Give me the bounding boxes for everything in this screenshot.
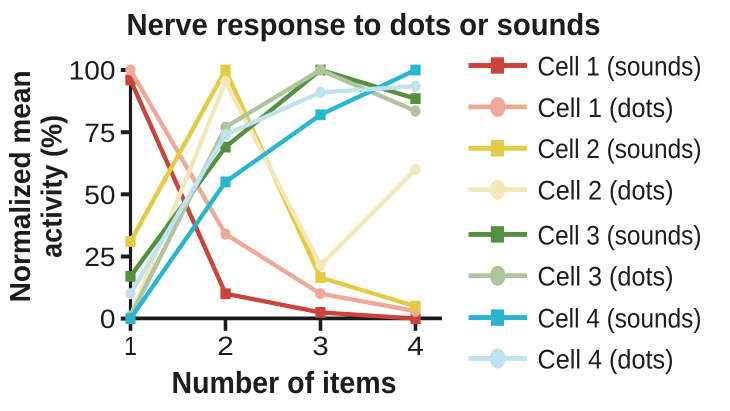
svg-text:50: 50 xyxy=(84,180,115,210)
svg-text:1: 1 xyxy=(124,331,137,361)
svg-text:Nerve response to dots or soun: Nerve response to dots or sounds xyxy=(127,8,601,42)
svg-text:Cell 3 (dots): Cell 3 (dots) xyxy=(538,262,674,292)
svg-text:Cell 1 (dots): Cell 1 (dots) xyxy=(538,93,674,123)
svg-text:Cell 4 (dots): Cell 4 (dots) xyxy=(538,344,674,374)
svg-text:Cell 3 (sounds): Cell 3 (sounds) xyxy=(538,220,702,250)
svg-text:Number of items: Number of items xyxy=(172,366,397,400)
svg-text:2: 2 xyxy=(217,331,234,361)
svg-text:4: 4 xyxy=(407,331,424,361)
svg-text:Normalized mean: Normalized mean xyxy=(5,70,37,302)
svg-text:Cell 4 (sounds): Cell 4 (sounds) xyxy=(538,304,702,334)
svg-text:25: 25 xyxy=(84,242,115,272)
svg-text:Cell 1 (sounds): Cell 1 (sounds) xyxy=(538,51,702,81)
svg-text:Cell 2 (dots): Cell 2 (dots) xyxy=(538,176,674,206)
svg-text:3: 3 xyxy=(312,331,329,361)
svg-text:0: 0 xyxy=(100,304,116,334)
svg-text:Cell 2 (sounds): Cell 2 (sounds) xyxy=(538,134,702,164)
svg-text:100: 100 xyxy=(69,56,116,86)
svg-text:75: 75 xyxy=(84,118,115,148)
svg-text:activity (%): activity (%) xyxy=(37,115,69,258)
